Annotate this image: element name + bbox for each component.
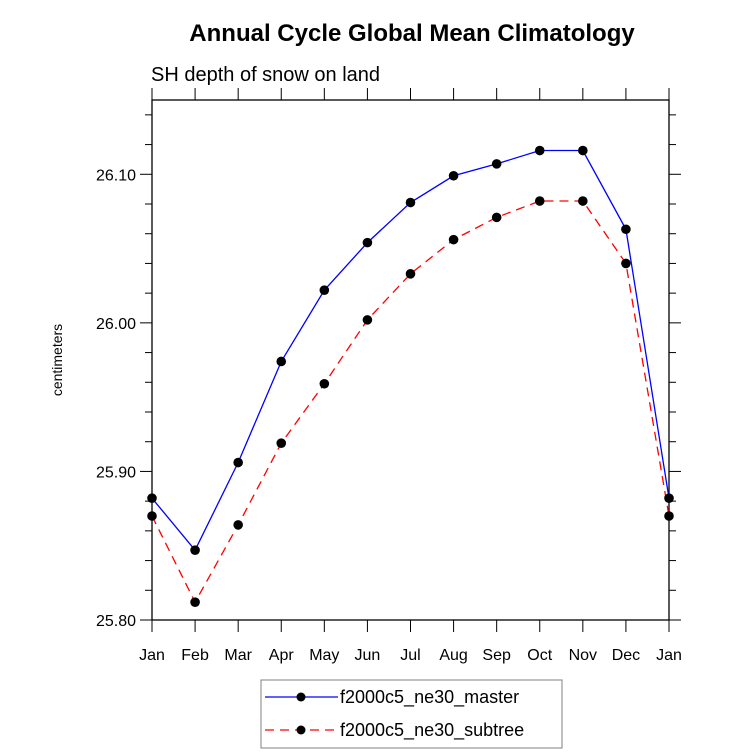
x-tick-label: Sep <box>482 647 511 664</box>
data-point-f2000c5_ne30_master-Sep <box>491 159 502 169</box>
data-point-f2000c5_ne30_subtree-Nov <box>578 196 588 206</box>
data-point-f2000c5_ne30_master-Jan <box>664 493 674 503</box>
chart-subtitle: SH depth of snow on land <box>151 64 380 86</box>
x-tick-label: Nov <box>569 647 597 664</box>
data-point-f2000c5_ne30_master-Jan <box>147 493 157 503</box>
data-point-f2000c5_ne30_subtree-Jul <box>405 269 416 279</box>
data-point-f2000c5_ne30_subtree-Jan <box>147 511 157 521</box>
data-point-f2000c5_ne30_subtree-Jan <box>664 511 674 521</box>
data-point-f2000c5_ne30_master-Apr <box>276 356 287 367</box>
x-tick-label: Jul <box>400 647 420 664</box>
x-tick-label: May <box>309 647 339 664</box>
data-point-f2000c5_ne30_subtree-Mar <box>233 520 243 530</box>
data-point-f2000c5_ne30_subtree-May <box>319 378 330 389</box>
data-point-f2000c5_ne30_master-Nov <box>578 145 588 156</box>
series-line-f2000c5_ne30_master <box>151 149 670 552</box>
series-layer <box>147 145 674 607</box>
x-tick-label: Jun <box>355 647 381 664</box>
data-point-f2000c5_ne30_master-Dec <box>621 224 631 235</box>
data-point-f2000c5_ne30_subtree-Jun <box>362 315 373 325</box>
x-tick-label: Jan <box>656 647 682 664</box>
y-axis-label: centimeters <box>49 324 65 396</box>
y-tick-label: 25.90 <box>96 464 136 481</box>
data-point-f2000c5_ne30_master-Mar <box>233 457 243 468</box>
chart-title: Annual Cycle Global Mean Climatology <box>189 20 635 47</box>
data-point-f2000c5_ne30_subtree-Apr <box>276 438 287 449</box>
data-point-f2000c5_ne30_master-Aug <box>448 170 459 181</box>
data-point-f2000c5_ne30_subtree-Oct <box>534 196 545 206</box>
legend-label-subtree: f2000c5_ne30_subtree <box>340 720 524 741</box>
data-point-f2000c5_ne30_master-Oct <box>534 145 545 156</box>
x-tick-label: Oct <box>527 647 552 664</box>
series-line-f2000c5_ne30_subtree <box>151 200 670 604</box>
data-point-f2000c5_ne30_subtree-Dec <box>621 258 631 269</box>
legend-box <box>260 679 563 749</box>
x-tick-label: Aug <box>439 647 467 664</box>
axes: Jan Feb Mar Apr May Jun Jul Aug Sep Oct Nov Dec Jan2… <box>96 88 682 664</box>
legend: f2000c5_ne30_master f2000c5_ne30_subtree <box>260 679 563 749</box>
x-tick-label: Feb <box>181 647 209 664</box>
legend-marker-subtree <box>296 725 306 735</box>
x-tick-label: Dec <box>612 647 640 664</box>
data-point-f2000c5_ne30_master-May <box>319 285 330 295</box>
data-point-f2000c5_ne30_subtree-Sep <box>491 212 502 223</box>
y-tick-label: 26.00 <box>96 316 136 333</box>
data-point-f2000c5_ne30_master-Jul <box>405 197 416 208</box>
y-tick-label: 26.10 <box>96 167 136 184</box>
plot-frame <box>151 99 670 621</box>
data-point-f2000c5_ne30_subtree-Aug <box>448 234 459 245</box>
x-tick-label: Jan <box>139 647 165 664</box>
legend-label-master: f2000c5_ne30_master <box>340 687 519 708</box>
legend-marker-master <box>296 692 306 702</box>
data-point-f2000c5_ne30_subtree-Feb <box>190 597 200 607</box>
x-tick-label: Mar <box>224 647 252 664</box>
data-point-f2000c5_ne30_master-Feb <box>190 545 200 555</box>
data-point-f2000c5_ne30_master-Jun <box>362 237 373 248</box>
y-tick-label: 25.80 <box>96 613 136 630</box>
x-tick-label: Apr <box>269 647 295 664</box>
